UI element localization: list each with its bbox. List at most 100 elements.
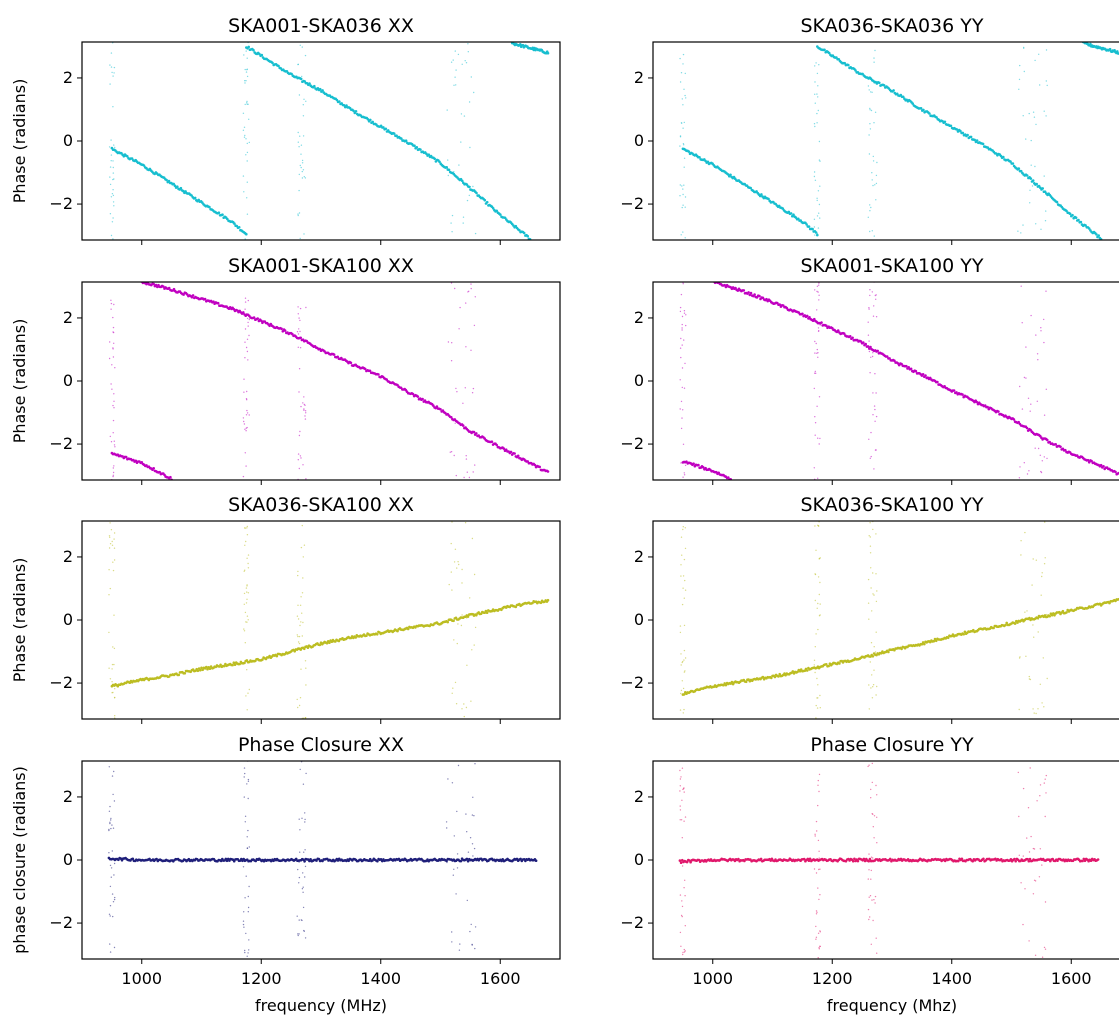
noise-point — [468, 476, 471, 479]
noise-point — [109, 951, 112, 953]
noise-point — [296, 698, 298, 701]
noise-point — [1020, 882, 1022, 884]
noise-point — [304, 849, 306, 851]
noise-point — [244, 103, 246, 106]
noise-point — [1023, 462, 1025, 464]
series-2-point — [308, 82, 311, 85]
noise-point — [449, 451, 451, 453]
noise-point — [299, 307, 302, 310]
noise-point — [868, 438, 870, 440]
noise-point — [305, 412, 307, 414]
noise-point — [871, 610, 873, 612]
noise-point — [815, 704, 817, 707]
noise-point — [455, 703, 458, 705]
noise-point — [869, 372, 871, 374]
noise-point — [299, 135, 301, 137]
noise-point — [304, 415, 306, 417]
noise-point — [870, 687, 872, 689]
noise-point — [112, 217, 114, 219]
noise-point — [108, 766, 111, 768]
noise-point — [684, 362, 686, 365]
noise-point — [684, 237, 686, 239]
noise-point — [243, 378, 245, 380]
noise-point — [248, 885, 250, 888]
noise-point — [246, 103, 248, 105]
noise-point — [683, 339, 685, 341]
noise-point — [304, 717, 307, 719]
series-1-point — [1013, 857, 1016, 861]
noise-point — [454, 422, 456, 424]
noise-point — [682, 193, 684, 196]
noise-point — [872, 919, 874, 922]
noise-point — [816, 607, 818, 609]
series-1-point — [502, 447, 506, 450]
noise-point — [818, 396, 821, 398]
noise-point — [817, 932, 820, 934]
series-1-point — [1005, 621, 1008, 625]
noise-point — [466, 664, 468, 666]
noise-point — [244, 301, 247, 303]
series-1-point — [172, 287, 176, 291]
noise-point — [474, 296, 476, 298]
noise-point — [242, 923, 245, 926]
noise-point — [247, 554, 250, 556]
series-1-point — [777, 675, 780, 678]
series-2-point — [1084, 224, 1087, 227]
y-axis-label: Phase (radians) — [10, 558, 29, 683]
noise-point — [815, 910, 818, 912]
noise-point — [112, 901, 115, 903]
noise-point — [458, 949, 461, 951]
noise-point — [462, 222, 464, 224]
noise-point — [453, 561, 456, 563]
series-1-point — [960, 857, 964, 861]
noise-point — [244, 527, 246, 529]
series-1-point — [687, 150, 691, 153]
noise-point — [299, 624, 301, 627]
noise-point — [297, 214, 299, 217]
noise-point — [465, 62, 468, 64]
noise-point — [1020, 554, 1022, 556]
series-1-point — [509, 450, 513, 454]
series-1-point — [1064, 448, 1067, 452]
noise-point — [1044, 557, 1046, 559]
noise-point — [297, 213, 299, 215]
noise-point — [246, 598, 248, 600]
noise-point — [875, 600, 878, 603]
noise-point — [679, 184, 681, 186]
noise-point — [445, 821, 448, 823]
series-1-point — [851, 336, 854, 340]
subplot-title: Phase Closure XX — [238, 734, 404, 756]
noise-point — [298, 876, 301, 879]
noise-point — [868, 308, 870, 310]
noise-point — [1044, 815, 1046, 818]
noise-point — [470, 76, 472, 78]
plot-area — [679, 42, 1119, 240]
noise-point — [247, 780, 250, 782]
noise-point — [816, 348, 818, 351]
noise-point — [112, 471, 115, 474]
noise-point — [301, 162, 304, 164]
noise-point — [110, 819, 112, 821]
noise-point — [819, 868, 821, 870]
noise-point — [1041, 575, 1043, 578]
series-2-point — [1074, 216, 1078, 219]
noise-point — [246, 669, 248, 671]
noise-point — [113, 440, 116, 442]
axes-frame — [652, 41, 1119, 241]
series-1-point — [825, 663, 828, 666]
noise-point — [870, 356, 872, 358]
noise-point — [297, 346, 299, 348]
series-1-point — [811, 227, 814, 231]
noise-point — [679, 809, 682, 811]
noise-point — [876, 161, 878, 164]
noise-point — [452, 687, 454, 689]
series-1-point — [416, 395, 420, 398]
noise-point — [1032, 111, 1035, 113]
noise-point — [682, 443, 685, 445]
noise-point — [297, 453, 300, 455]
noise-point — [814, 422, 817, 424]
series-1-point — [459, 859, 463, 863]
noise-point — [113, 647, 116, 650]
noise-point — [684, 670, 686, 672]
noise-point — [816, 199, 818, 202]
